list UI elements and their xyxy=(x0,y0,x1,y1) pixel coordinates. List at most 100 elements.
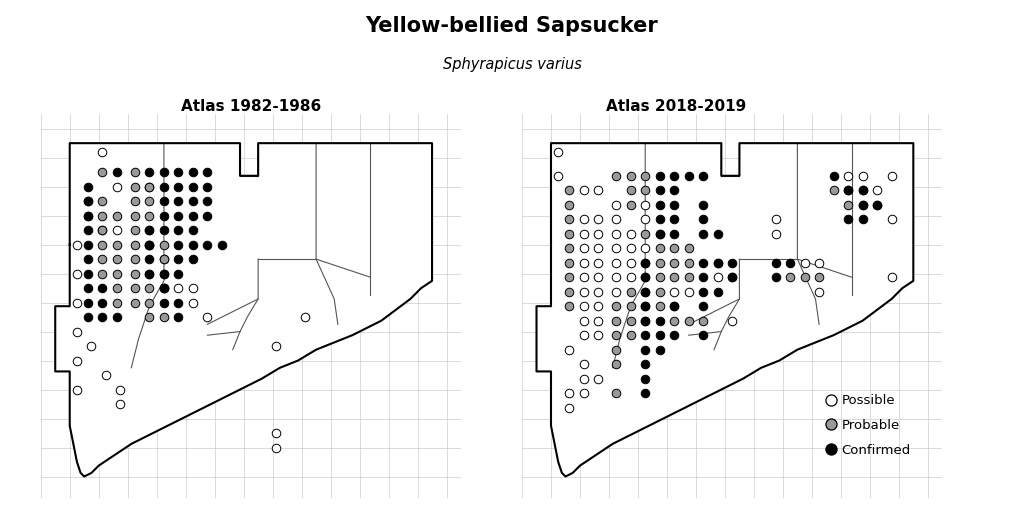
Point xyxy=(840,215,856,223)
Text: Yellow-bellied Sapsucker: Yellow-bellied Sapsucker xyxy=(366,16,658,36)
Point xyxy=(724,317,740,325)
Point xyxy=(884,172,900,180)
Text: Atlas 1982-1986: Atlas 1982-1986 xyxy=(181,99,321,114)
Point xyxy=(651,258,668,267)
Point xyxy=(681,244,697,252)
Point xyxy=(695,273,712,281)
Point xyxy=(80,240,96,249)
Point xyxy=(156,240,172,249)
Point xyxy=(80,284,96,292)
Point xyxy=(141,240,158,249)
Point xyxy=(608,360,625,368)
Point xyxy=(666,331,682,339)
Point xyxy=(156,269,172,278)
Point xyxy=(80,197,96,206)
Point xyxy=(268,443,285,452)
Point xyxy=(184,168,201,176)
Point xyxy=(854,186,870,195)
Point xyxy=(608,172,625,180)
Point xyxy=(637,302,653,310)
Point xyxy=(575,360,592,368)
Point xyxy=(710,288,726,296)
Point xyxy=(80,313,96,321)
Point xyxy=(681,288,697,296)
Point xyxy=(782,258,799,267)
Point xyxy=(80,197,96,206)
Point xyxy=(666,229,682,238)
Point xyxy=(811,288,827,296)
Point xyxy=(869,186,886,195)
Point xyxy=(69,269,85,278)
Point xyxy=(724,273,740,281)
Point xyxy=(840,186,856,195)
Point xyxy=(710,273,726,281)
Point xyxy=(840,186,856,195)
Point xyxy=(637,244,653,252)
Point xyxy=(666,215,682,223)
Point xyxy=(550,172,566,180)
Point xyxy=(214,240,230,249)
Point xyxy=(141,197,158,206)
Point xyxy=(200,313,216,321)
Point xyxy=(637,288,653,296)
Point xyxy=(94,313,111,321)
Point xyxy=(184,183,201,191)
Point xyxy=(637,172,653,180)
Point xyxy=(184,298,201,307)
Point xyxy=(127,240,143,249)
Point xyxy=(200,168,216,176)
Point xyxy=(141,298,158,307)
Point xyxy=(590,258,606,267)
Point xyxy=(561,186,578,195)
Polygon shape xyxy=(55,143,432,476)
Point xyxy=(141,168,158,176)
Point xyxy=(590,331,606,339)
Point xyxy=(156,183,172,191)
Point xyxy=(561,215,578,223)
Point xyxy=(666,317,682,325)
Point xyxy=(113,400,129,408)
Point xyxy=(637,186,653,195)
Point xyxy=(637,288,653,296)
Point xyxy=(575,258,592,267)
Point xyxy=(170,269,186,278)
Point xyxy=(94,240,111,249)
Text: Sphyrapicus varius: Sphyrapicus varius xyxy=(442,57,582,72)
Point xyxy=(608,389,625,398)
Point xyxy=(69,298,85,307)
Point xyxy=(80,183,96,191)
Point xyxy=(651,172,668,180)
Point xyxy=(69,327,85,336)
Point xyxy=(695,258,712,267)
Point xyxy=(854,201,870,209)
Point xyxy=(94,226,111,234)
Point xyxy=(575,288,592,296)
Point xyxy=(782,273,799,281)
Point xyxy=(109,211,125,220)
Point xyxy=(575,375,592,383)
Point xyxy=(141,240,158,249)
Point xyxy=(608,273,625,281)
Point xyxy=(825,172,842,180)
Point xyxy=(184,284,201,292)
Point xyxy=(156,313,172,321)
Point xyxy=(170,168,186,176)
Point xyxy=(651,346,668,354)
Point xyxy=(623,201,639,209)
Point xyxy=(575,302,592,310)
Point xyxy=(561,258,578,267)
Point xyxy=(109,284,125,292)
Point xyxy=(575,273,592,281)
Point xyxy=(623,229,639,238)
Point xyxy=(97,371,114,379)
Point xyxy=(590,273,606,281)
Point xyxy=(651,317,668,325)
Point xyxy=(651,302,668,310)
Point xyxy=(651,288,668,296)
Point xyxy=(170,240,186,249)
Point xyxy=(170,197,186,206)
Point xyxy=(109,168,125,176)
Point xyxy=(884,273,900,281)
Point xyxy=(94,226,111,234)
Point xyxy=(623,288,639,296)
